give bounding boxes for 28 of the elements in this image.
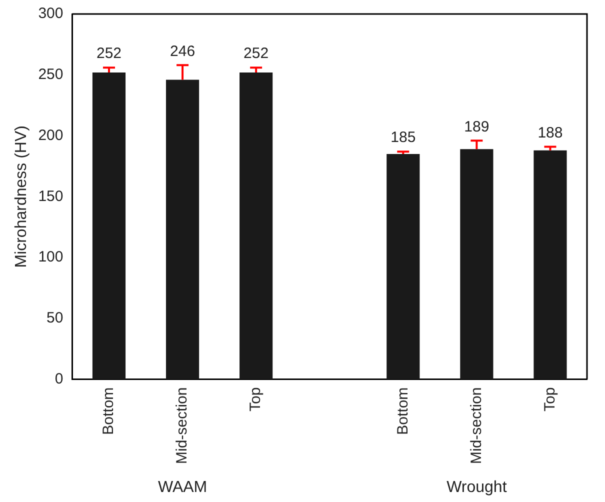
bar <box>534 150 567 380</box>
bar <box>386 154 420 380</box>
text: WAAM <box>158 479 208 496</box>
x-tick-label: Mid-section <box>468 387 485 464</box>
bar <box>92 72 126 380</box>
x-tick-label: Bottom <box>394 387 412 435</box>
data-label: 185 <box>390 129 416 146</box>
y-tick-label: 50 <box>46 310 64 327</box>
x-tick-label: Top <box>541 387 558 412</box>
y-tick-label: 250 <box>38 66 64 84</box>
x-tick-label: Mid-section <box>174 387 191 464</box>
text: Wrought <box>446 479 508 496</box>
y-tick-label: 0 <box>54 370 64 388</box>
data-label: 189 <box>464 118 490 136</box>
x-tick-label: Bottom <box>100 387 118 435</box>
bar <box>166 80 200 380</box>
data-label: 252 <box>96 45 122 62</box>
data-label: 252 <box>244 45 269 62</box>
y-tick-label: 150 <box>38 188 64 205</box>
y-tick-label: 100 <box>38 248 64 266</box>
bar <box>460 149 494 380</box>
y-tick-label: 300 <box>38 5 64 22</box>
bar <box>240 72 273 380</box>
data-label: 188 <box>538 124 563 142</box>
y-axis-title: Microhardness (HV) <box>13 126 30 268</box>
data-label: 246 <box>170 42 196 60</box>
x-tick-label: Top <box>247 387 264 412</box>
y-tick-label: 200 <box>38 126 64 144</box>
